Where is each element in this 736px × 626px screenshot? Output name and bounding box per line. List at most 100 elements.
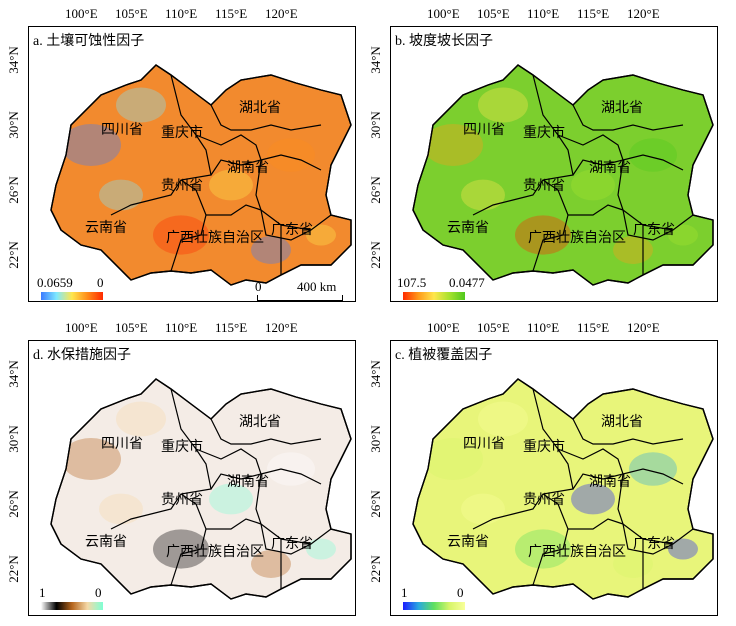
province-label-yunnan: 云南省 — [447, 221, 489, 236]
lon-tick-label: 105°E — [115, 6, 148, 21]
province-border — [180, 179, 262, 216]
province-label-chongqing: 重庆市 — [523, 440, 565, 455]
lat-tick-label: 34°N — [5, 46, 21, 74]
legend-max-label: 0.0477 — [449, 275, 485, 290]
lat-tick-label: 34°N — [367, 360, 383, 388]
region-outline-stroke — [412, 378, 714, 600]
lon-tick-label: 120°E — [627, 6, 660, 21]
lon-tick-label: 115°E — [577, 6, 610, 21]
province-label-sichuan: 四川省 — [101, 123, 143, 138]
lon-tick-label: 115°E — [215, 320, 248, 335]
texture-patch — [515, 215, 571, 255]
province-border — [532, 214, 569, 272]
lon-tick-label: 100°E — [65, 320, 98, 335]
texture-patch — [209, 169, 253, 201]
legend-max-label: 0 — [457, 585, 464, 600]
lon-tick-label: 100°E — [65, 6, 98, 21]
lon-tick-label: 100°E — [427, 6, 460, 21]
texture-patch — [267, 138, 315, 172]
lat-tick-label: 26°N — [367, 490, 383, 518]
lon-tick-label: 110°E — [165, 6, 198, 21]
province-label-hunan: 湖南省 — [227, 161, 269, 176]
scale-bar-distance: 400 km — [297, 279, 337, 294]
province-border — [195, 448, 262, 490]
panel-soil-erodibility: a. 土壤可蚀性因子 0.0659 0 0 400 km 四川省 重庆市 湖北省 湖南… — [28, 26, 356, 302]
legend-max-label: 0 — [95, 585, 102, 600]
province-label-yunnan: 云南省 — [447, 535, 489, 550]
province-border — [532, 528, 569, 586]
region-outline-stroke — [50, 378, 352, 600]
texture-patch — [515, 529, 571, 569]
texture-patch — [571, 483, 615, 515]
texture-patch — [99, 179, 143, 211]
texture-patch — [209, 483, 253, 515]
province-label-chongqing: 重庆市 — [523, 126, 565, 141]
province-border — [210, 418, 322, 445]
province-border — [572, 418, 684, 445]
province-border — [195, 134, 262, 176]
texture-patch — [153, 215, 209, 255]
lat-tick-label: 26°N — [367, 176, 383, 204]
texture-patch — [61, 438, 121, 480]
province-border — [622, 468, 684, 485]
province-border — [572, 104, 684, 131]
province-label-hubei: 湖北省 — [601, 415, 643, 430]
province-border — [255, 159, 332, 231]
province-border — [472, 388, 574, 530]
legend-colorbar — [403, 292, 465, 300]
texture-patch — [478, 87, 528, 123]
legend-colorbar — [41, 292, 103, 300]
province-label-guizhou: 贵州省 — [523, 179, 565, 194]
province-label-sichuan: 四川省 — [463, 123, 505, 138]
panel-vegetation-cover: c. 植被覆盖因子 1 0 四川省 重庆市 湖北省 湖南省 贵州省 云南省 广西壮族自治区广… — [390, 340, 718, 616]
texture-patch — [629, 452, 677, 486]
legend-min-label: 107.5 — [397, 275, 427, 290]
province-label-guangxi: 广西壮族自治区 — [166, 545, 264, 560]
legend-colorbar — [403, 602, 465, 610]
province-border — [170, 214, 207, 272]
province-label-hubei: 湖北省 — [239, 415, 281, 430]
province-border — [557, 448, 624, 490]
map-slope-length — [412, 64, 714, 286]
province-border — [617, 159, 694, 231]
province-border — [557, 134, 624, 176]
province-label-guangdong: 广东省 — [271, 537, 313, 552]
texture-patch — [306, 538, 336, 560]
province-border — [622, 209, 674, 241]
lat-tick-label: 26°N — [5, 176, 21, 204]
province-border — [255, 473, 332, 545]
map-conservation-practice — [50, 378, 352, 600]
province-border — [260, 523, 312, 555]
lat-tick-label: 30°N — [367, 425, 383, 453]
panel-title: d. 水保措施因子 — [33, 348, 131, 363]
province-label-sichuan: 四川省 — [101, 437, 143, 452]
province-border — [472, 74, 574, 216]
province-border — [622, 154, 684, 171]
lon-tick-label: 100°E — [427, 320, 460, 335]
province-label-guangxi: 广西壮族自治区 — [528, 545, 626, 560]
texture-patch — [571, 169, 615, 201]
texture-patch — [116, 87, 166, 123]
texture-patch — [478, 401, 528, 437]
province-border — [180, 493, 262, 530]
province-border — [110, 388, 212, 530]
province-label-chongqing: 重庆市 — [161, 126, 203, 141]
panel-slope-length: b. 坡度坡长因子 107.5 0.0477 四川省 重庆市 湖北省 湖南省 贵州省 云南… — [390, 26, 718, 302]
province-border — [617, 473, 694, 545]
province-label-hubei: 湖北省 — [601, 101, 643, 116]
province-label-sichuan: 四川省 — [463, 437, 505, 452]
lat-tick-label: 26°N — [5, 490, 21, 518]
province-label-guizhou: 贵州省 — [161, 493, 203, 508]
map-vegetation-cover — [412, 378, 714, 600]
legend-min-label: 1 — [401, 585, 408, 600]
lat-tick-label: 22°N — [5, 241, 21, 269]
province-label-guangxi: 广西壮族自治区 — [528, 231, 626, 246]
province-border — [260, 209, 312, 241]
lat-tick-label: 22°N — [5, 555, 21, 583]
province-border — [622, 523, 674, 555]
province-label-guangdong: 广东省 — [271, 223, 313, 238]
lon-tick-label: 105°E — [115, 320, 148, 335]
lon-tick-label: 120°E — [265, 6, 298, 21]
lat-tick-label: 22°N — [367, 241, 383, 269]
province-border — [260, 154, 322, 171]
